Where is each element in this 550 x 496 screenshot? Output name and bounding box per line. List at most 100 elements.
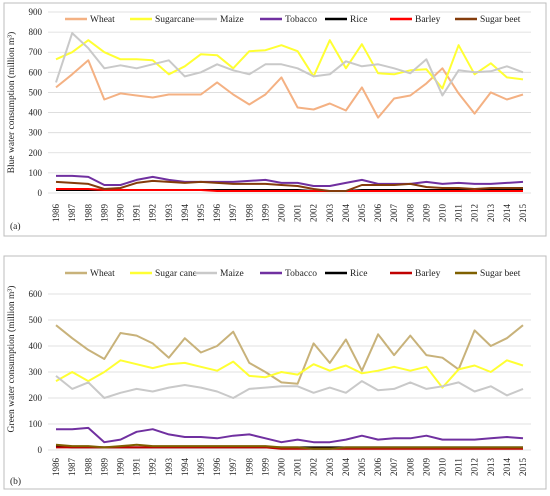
x-tick-label: 2007 xyxy=(389,204,399,223)
legend-label: Sugar beet xyxy=(480,269,521,279)
x-tick-label: 2014 xyxy=(502,203,512,222)
x-tick-label: 2009 xyxy=(421,204,431,223)
y-tick-label: 100 xyxy=(29,419,43,429)
y-tick-label: 300 xyxy=(29,367,43,377)
legend-label: Sugar cane xyxy=(155,269,197,279)
x-tick-label: 1997 xyxy=(228,458,238,477)
x-tick-label: 2009 xyxy=(421,458,431,477)
legend-label: Maize xyxy=(220,15,244,25)
y-tick-label: 400 xyxy=(29,108,43,118)
y-axis-title: Blue water consumption (million m³) xyxy=(6,32,17,174)
x-tick-label: 1998 xyxy=(244,458,254,477)
panel-border xyxy=(3,2,547,237)
x-tick-label: 1995 xyxy=(196,204,206,223)
legend: Wheat Sugarcane Maize Tobacco Rice Barley Suga… xyxy=(65,15,521,25)
series-line-sugarcane xyxy=(55,39,524,90)
series-line-maize xyxy=(55,32,524,97)
legend-label: Wheat xyxy=(90,15,115,25)
y-tick-label: 600 xyxy=(29,289,43,299)
y-tick-label: 300 xyxy=(29,128,43,138)
y-tick-label: 800 xyxy=(29,27,43,37)
y-tick-label: 500 xyxy=(29,87,43,97)
x-tick-label: 2013 xyxy=(486,204,496,223)
x-tick-label: 1986 xyxy=(51,458,61,477)
series-line-sugar-cane xyxy=(55,359,524,389)
x-tick-label: 1992 xyxy=(148,458,158,476)
x-tick-label: 2006 xyxy=(373,458,383,477)
x-tick-label: 2004 xyxy=(341,204,351,223)
x-tick-label: 2002 xyxy=(309,458,319,476)
x-tick-label: 1991 xyxy=(132,204,142,222)
x-tick-label: 2000 xyxy=(276,458,286,477)
x-tick-label: 2011 xyxy=(454,204,464,222)
x-tick-label: 1990 xyxy=(115,204,125,223)
x-tick-label: 2015 xyxy=(518,204,528,223)
y-tick-label: 900 xyxy=(29,7,43,17)
x-tick-label: 2003 xyxy=(325,458,335,477)
y-tick-label: 700 xyxy=(29,47,43,57)
panel-label: (b) xyxy=(10,476,21,487)
chart-panel-b: 0 100 200 300 400 500 600 1986 1987 1988 1989 1990 1… xyxy=(3,255,547,490)
legend-label: Tobacco xyxy=(285,269,317,279)
legend-label: Barley xyxy=(415,15,441,25)
legend-label: Maize xyxy=(220,269,244,279)
x-tick-label: 2012 xyxy=(470,458,480,476)
legend-label: Rice xyxy=(350,15,367,25)
x-tick-label: 1997 xyxy=(228,204,238,223)
series-line-wheat xyxy=(55,59,524,119)
y-tick-label: 400 xyxy=(29,341,43,351)
x-tick-label: 2008 xyxy=(405,204,415,223)
y-tick-label: 0 xyxy=(38,445,43,455)
x-tick-label: 2001 xyxy=(293,458,303,476)
series-line-maize xyxy=(55,375,524,399)
series-line-barley xyxy=(56,446,523,450)
legend-label: Sugar beet xyxy=(480,15,521,25)
x-tick-label: 2001 xyxy=(293,204,303,222)
series-line-barley xyxy=(56,188,523,192)
series-line-sugar-beet xyxy=(55,179,523,192)
y-tick-label: 500 xyxy=(29,315,43,325)
x-tick-label: 1992 xyxy=(148,204,158,222)
x-tick-label: 2008 xyxy=(405,458,415,477)
x-tick-label: 1998 xyxy=(244,204,254,223)
x-tick-label: 1993 xyxy=(164,204,174,223)
x-tick-label: 1987 xyxy=(67,204,77,223)
x-tick-label: 1994 xyxy=(180,458,190,477)
x-tick-label: 1991 xyxy=(132,458,142,476)
x-tick-label: 2010 xyxy=(437,458,447,477)
x-tick-label: 1988 xyxy=(83,204,93,223)
x-tick-label: 2004 xyxy=(341,458,351,477)
series-line-wheat xyxy=(55,324,524,385)
legend-label: Wheat xyxy=(90,269,115,279)
y-axis-title: Green water consumption (million m³) xyxy=(6,286,17,433)
x-tick-label: 1999 xyxy=(260,458,270,477)
y-tick-label: 100 xyxy=(29,168,43,178)
x-tick-label: 2000 xyxy=(276,204,286,223)
legend-label: Sugarcane xyxy=(155,15,195,25)
x-tick-label: 2007 xyxy=(389,458,399,477)
series-line-sugar-beet xyxy=(55,443,523,450)
x-tick-label: 1994 xyxy=(180,204,190,223)
chart-panel-a: 0 100 200 300 400 500 600 700 800 900 1986 1987 1988… xyxy=(3,2,547,237)
x-tick-label: 2005 xyxy=(357,204,367,223)
x-tick-label: 2013 xyxy=(486,458,496,477)
series-line-tobacco xyxy=(56,426,524,444)
x-tick-label: 2006 xyxy=(373,204,383,223)
x-tick-label: 1996 xyxy=(212,204,222,223)
x-tick-label: 1986 xyxy=(51,204,61,223)
y-tick-label: 200 xyxy=(29,393,43,403)
legend-label: Barley xyxy=(415,269,441,279)
x-tick-label: 2010 xyxy=(437,204,447,223)
x-tick-label: 2012 xyxy=(470,204,480,222)
x-tick-label: 2015 xyxy=(518,458,528,477)
x-tick-label: 2002 xyxy=(309,204,319,222)
y-tick-label: 600 xyxy=(29,67,43,77)
x-tick-label: 1989 xyxy=(99,458,109,477)
y-tick-label: 200 xyxy=(29,148,43,158)
x-tick-label: 1995 xyxy=(196,458,206,477)
x-tick-label: 1989 xyxy=(99,204,109,223)
x-tick-label: 1987 xyxy=(67,458,77,477)
series-line-tobacco xyxy=(56,174,524,187)
